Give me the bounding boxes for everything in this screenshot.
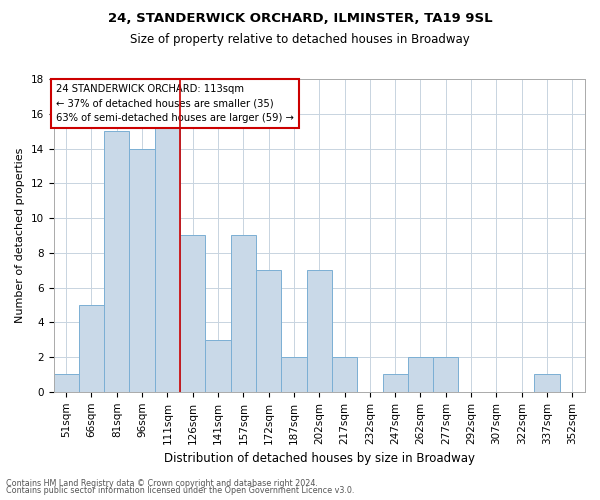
Bar — [307, 270, 332, 392]
Bar — [433, 357, 458, 392]
Text: 24, STANDERWICK ORCHARD, ILMINSTER, TA19 9SL: 24, STANDERWICK ORCHARD, ILMINSTER, TA19… — [107, 12, 493, 26]
Bar — [408, 357, 433, 392]
Text: Contains public sector information licensed under the Open Government Licence v3: Contains public sector information licen… — [6, 486, 355, 495]
Bar — [383, 374, 408, 392]
Bar — [104, 131, 130, 392]
Bar — [281, 357, 307, 392]
Text: 24 STANDERWICK ORCHARD: 113sqm
← 37% of detached houses are smaller (35)
63% of : 24 STANDERWICK ORCHARD: 113sqm ← 37% of … — [56, 84, 294, 124]
Bar — [155, 96, 180, 392]
Bar — [130, 148, 155, 392]
Bar — [535, 374, 560, 392]
Bar — [205, 340, 230, 392]
Text: Contains HM Land Registry data © Crown copyright and database right 2024.: Contains HM Land Registry data © Crown c… — [6, 478, 318, 488]
Bar — [230, 236, 256, 392]
Bar — [53, 374, 79, 392]
X-axis label: Distribution of detached houses by size in Broadway: Distribution of detached houses by size … — [164, 452, 475, 465]
Y-axis label: Number of detached properties: Number of detached properties — [15, 148, 25, 323]
Bar — [79, 305, 104, 392]
Bar — [180, 236, 205, 392]
Bar — [256, 270, 281, 392]
Bar — [332, 357, 357, 392]
Text: Size of property relative to detached houses in Broadway: Size of property relative to detached ho… — [130, 32, 470, 46]
